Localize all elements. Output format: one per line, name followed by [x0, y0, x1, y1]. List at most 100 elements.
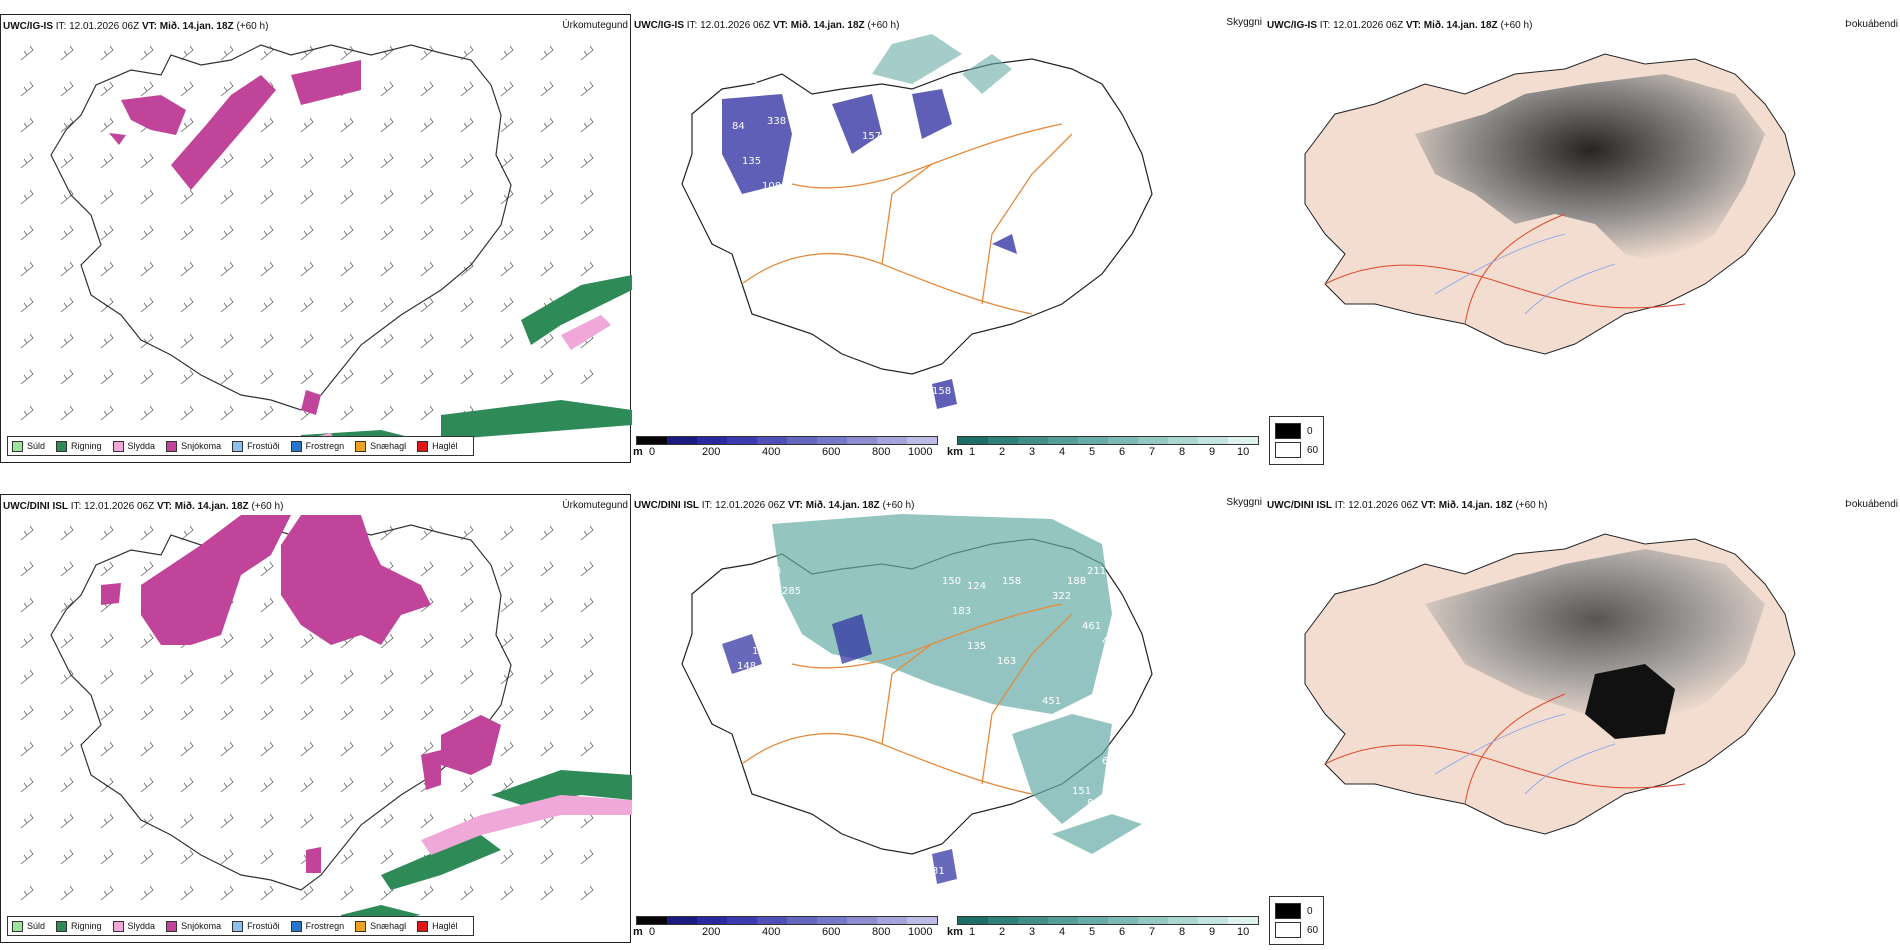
panel-title: Úrkomutegund — [562, 500, 628, 511]
scale-band — [1228, 917, 1258, 924]
wind-barb — [100, 561, 114, 577]
scale-tick: 7 — [1149, 926, 1156, 938]
fog-panel-row2: UWC/DINI ISL IT: 12.01.2026 06Z VT: Mið.… — [1265, 494, 1900, 945]
wind-barb — [340, 849, 354, 865]
scale-band — [1138, 437, 1168, 444]
cloud-height-label: 29 — [872, 154, 885, 165]
scale-tick: 1 — [969, 926, 976, 938]
vis-scale-labels: km 1 2 3 4 5 6 7 8 9 10 — [947, 445, 1259, 459]
wind-barb — [60, 333, 74, 349]
wind-barb — [380, 669, 394, 685]
wind-barb — [420, 369, 434, 385]
cloud-height-label: 14 — [902, 126, 915, 137]
wind-barb — [580, 633, 594, 649]
wind-barb — [540, 261, 554, 277]
cloud-scale: m 0 200 400 600 800 1000 — [633, 916, 938, 939]
legend-item: Frostúði — [232, 920, 280, 932]
cloud-height-label: 248 — [762, 566, 781, 577]
wind-barb — [460, 81, 474, 97]
sleet-areas — [421, 795, 632, 855]
wind-barb — [500, 633, 514, 649]
wind-barb — [460, 777, 474, 793]
legend-swatch — [290, 920, 302, 932]
fog-panel-row1: UWC/IG-IS IT: 12.01.2026 06Z VT: Mið. 14… — [1265, 14, 1900, 465]
cloud-height-label: 664 — [1102, 756, 1121, 767]
legend-item: Snæhagl — [355, 920, 406, 932]
wind-barb — [60, 813, 74, 829]
scale-tick: 600 — [822, 446, 841, 458]
legend-item: Rigning — [56, 920, 102, 932]
wind-barb — [300, 369, 314, 385]
wind-barb — [300, 669, 314, 685]
wind-barb — [260, 369, 274, 385]
wind-barb — [420, 885, 434, 901]
fog-swatch — [1275, 423, 1301, 439]
fog-legend-row: 0 — [1275, 423, 1318, 439]
vis-scale-bar — [957, 436, 1259, 445]
scale-tick: 4 — [1059, 446, 1066, 458]
wind-barb — [180, 849, 194, 865]
cloud-height-label: 151 — [1072, 786, 1091, 797]
wind-barb — [100, 813, 114, 829]
visibility-label: 557 — [1122, 546, 1141, 557]
precip-panel-row1: UWC/IG-IS IT: 12.01.2026 06Z VT: Mið. 14… — [0, 14, 632, 463]
wind-barb — [420, 705, 434, 721]
fog-dense — [1415, 74, 1765, 264]
scale-tick: 2 — [999, 926, 1006, 938]
fog-legend-row: 60 — [1275, 922, 1318, 938]
panel-header: UWC/IG-IS IT: 12.01.2026 06Z VT: Mið. 14… — [1267, 20, 1533, 31]
scale-band — [1108, 437, 1138, 444]
wind-barb — [260, 45, 274, 61]
scale-band — [1048, 437, 1078, 444]
vis-labels: 557 211 665 86 — [1087, 546, 1141, 809]
wind-barb — [340, 669, 354, 685]
wind-barb — [380, 81, 394, 97]
wind-barb — [100, 525, 114, 541]
scale-band — [1138, 917, 1168, 924]
legend-item: Frostregn — [290, 920, 344, 932]
wind-barb — [420, 633, 434, 649]
wind-barb — [420, 405, 434, 421]
wind-barb — [420, 297, 434, 313]
fog-legend-row: 60 — [1275, 442, 1318, 458]
wind-barb — [500, 597, 514, 613]
wind-barb — [60, 45, 74, 61]
cloud-height-label: 295 — [752, 616, 771, 627]
scale-band — [727, 437, 757, 444]
panel-header: UWC/IG-IS IT: 12.01.2026 06Z VT: Mið. 14… — [634, 20, 900, 31]
legend-item: Súld — [12, 440, 45, 452]
wind-barb — [100, 369, 114, 385]
wind-barb — [420, 741, 434, 757]
wind-barb — [420, 117, 434, 133]
wind-barb — [300, 633, 314, 649]
wind-barb — [500, 333, 514, 349]
wind-barb — [540, 153, 554, 169]
roads — [1324, 213, 1686, 325]
wind-barb — [580, 261, 594, 277]
wind-barb — [60, 633, 74, 649]
wind-barb — [220, 333, 234, 349]
wind-barb — [20, 741, 34, 757]
cloud-height-label: 157 — [862, 131, 881, 142]
legend-item: Haglél — [417, 920, 458, 932]
scale-tick: 1000 — [908, 446, 933, 458]
wind-barb — [460, 297, 474, 313]
wind-barb — [580, 561, 594, 577]
legend-swatch — [112, 440, 124, 452]
wind-barb — [380, 333, 394, 349]
wind-barb — [500, 525, 514, 541]
wind-barb — [580, 669, 594, 685]
wind-barb — [60, 297, 74, 313]
wind-barb — [300, 885, 314, 901]
wind-barb — [300, 333, 314, 349]
wind-barb — [540, 669, 554, 685]
wind-barb — [260, 705, 274, 721]
cloud-height-label: 108 — [762, 181, 781, 192]
wind-barb — [420, 225, 434, 241]
cloud-height-label: 99 — [922, 726, 935, 737]
wind-barb — [140, 369, 154, 385]
wind-barb — [580, 741, 594, 757]
wind-barb — [380, 849, 394, 865]
wind-barb — [220, 705, 234, 721]
